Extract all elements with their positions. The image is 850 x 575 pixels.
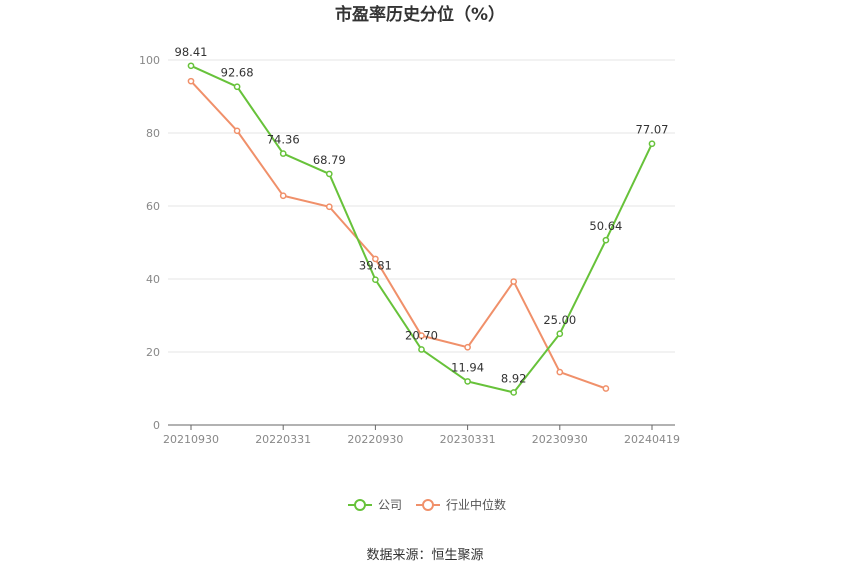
data-label: 50.64 xyxy=(589,219,622,233)
legend-item-1[interactable]: 行业中位数 xyxy=(416,497,506,512)
data-point[interactable] xyxy=(418,346,425,353)
x-tick-label: 20220331 xyxy=(255,433,311,446)
y-tick-label: 20 xyxy=(146,346,160,359)
data-point[interactable] xyxy=(372,276,379,284)
data-point[interactable] xyxy=(556,368,564,376)
x-tick-label: 20210930 xyxy=(163,433,219,446)
y-tick-label: 100 xyxy=(139,54,160,67)
x-tick-label: 20230930 xyxy=(532,433,588,446)
data-point[interactable] xyxy=(372,255,379,263)
x-axis: 20210930 20220331 20220930 20230331 20230930… xyxy=(163,425,680,446)
data-point[interactable] xyxy=(556,330,564,338)
data-point[interactable] xyxy=(602,236,610,244)
data-point[interactable] xyxy=(187,62,195,70)
data-point[interactable] xyxy=(279,192,287,200)
data-label: 77.07 xyxy=(636,123,669,137)
data-label: 92.68 xyxy=(221,66,254,80)
legend-label: 公司 xyxy=(378,498,402,512)
series-layer xyxy=(187,62,656,396)
y-axis: 0 20 40 60 80 100 xyxy=(139,54,160,432)
y-tick-label: 0 xyxy=(153,419,160,432)
x-tick-label: 20230331 xyxy=(440,433,496,446)
data-labels: 98.41 92.68 74.36 68.79 39.81 20.70 11.94 8.92 2… xyxy=(175,45,669,386)
data-point[interactable] xyxy=(233,127,241,135)
chart-title: 市盈率历史分位（%） xyxy=(335,4,505,25)
legend-label: 行业中位数 xyxy=(446,497,506,512)
data-point[interactable] xyxy=(648,140,656,148)
data-point[interactable] xyxy=(279,150,287,157)
data-point[interactable] xyxy=(510,278,518,285)
y-tick-label: 80 xyxy=(146,127,160,140)
legend-item-0[interactable]: 公司 xyxy=(348,498,402,512)
data-label: 74.36 xyxy=(267,133,300,147)
data-point[interactable] xyxy=(464,378,471,385)
legend-marker xyxy=(422,499,434,511)
grid xyxy=(168,59,675,426)
data-label: 39.81 xyxy=(359,259,392,273)
data-label: 98.41 xyxy=(175,45,208,59)
data-label: 11.94 xyxy=(451,360,484,374)
legend-marker xyxy=(354,499,366,511)
series-line-1 xyxy=(190,80,607,390)
data-point[interactable] xyxy=(233,83,241,91)
data-point[interactable] xyxy=(464,343,471,351)
data-label: 25.00 xyxy=(543,313,576,327)
data-point[interactable] xyxy=(418,332,425,339)
data-label: 20.70 xyxy=(405,328,438,342)
x-tick-label: 20220930 xyxy=(347,433,403,446)
series-line-0 xyxy=(190,64,653,394)
data-point[interactable] xyxy=(510,389,518,396)
data-point[interactable] xyxy=(187,77,195,85)
legend[interactable]: 公司 行业中位数 xyxy=(348,497,506,512)
data-point[interactable] xyxy=(602,385,610,392)
data-point[interactable] xyxy=(325,170,333,178)
source-note: 数据来源：恒生聚源 xyxy=(366,548,483,563)
data-label: 8.92 xyxy=(501,371,527,385)
data-label: 68.79 xyxy=(313,153,346,167)
x-tick-label: 20240419 xyxy=(624,433,680,446)
y-tick-label: 60 xyxy=(146,200,160,213)
data-point[interactable] xyxy=(325,203,333,211)
y-tick-label: 40 xyxy=(146,273,160,286)
